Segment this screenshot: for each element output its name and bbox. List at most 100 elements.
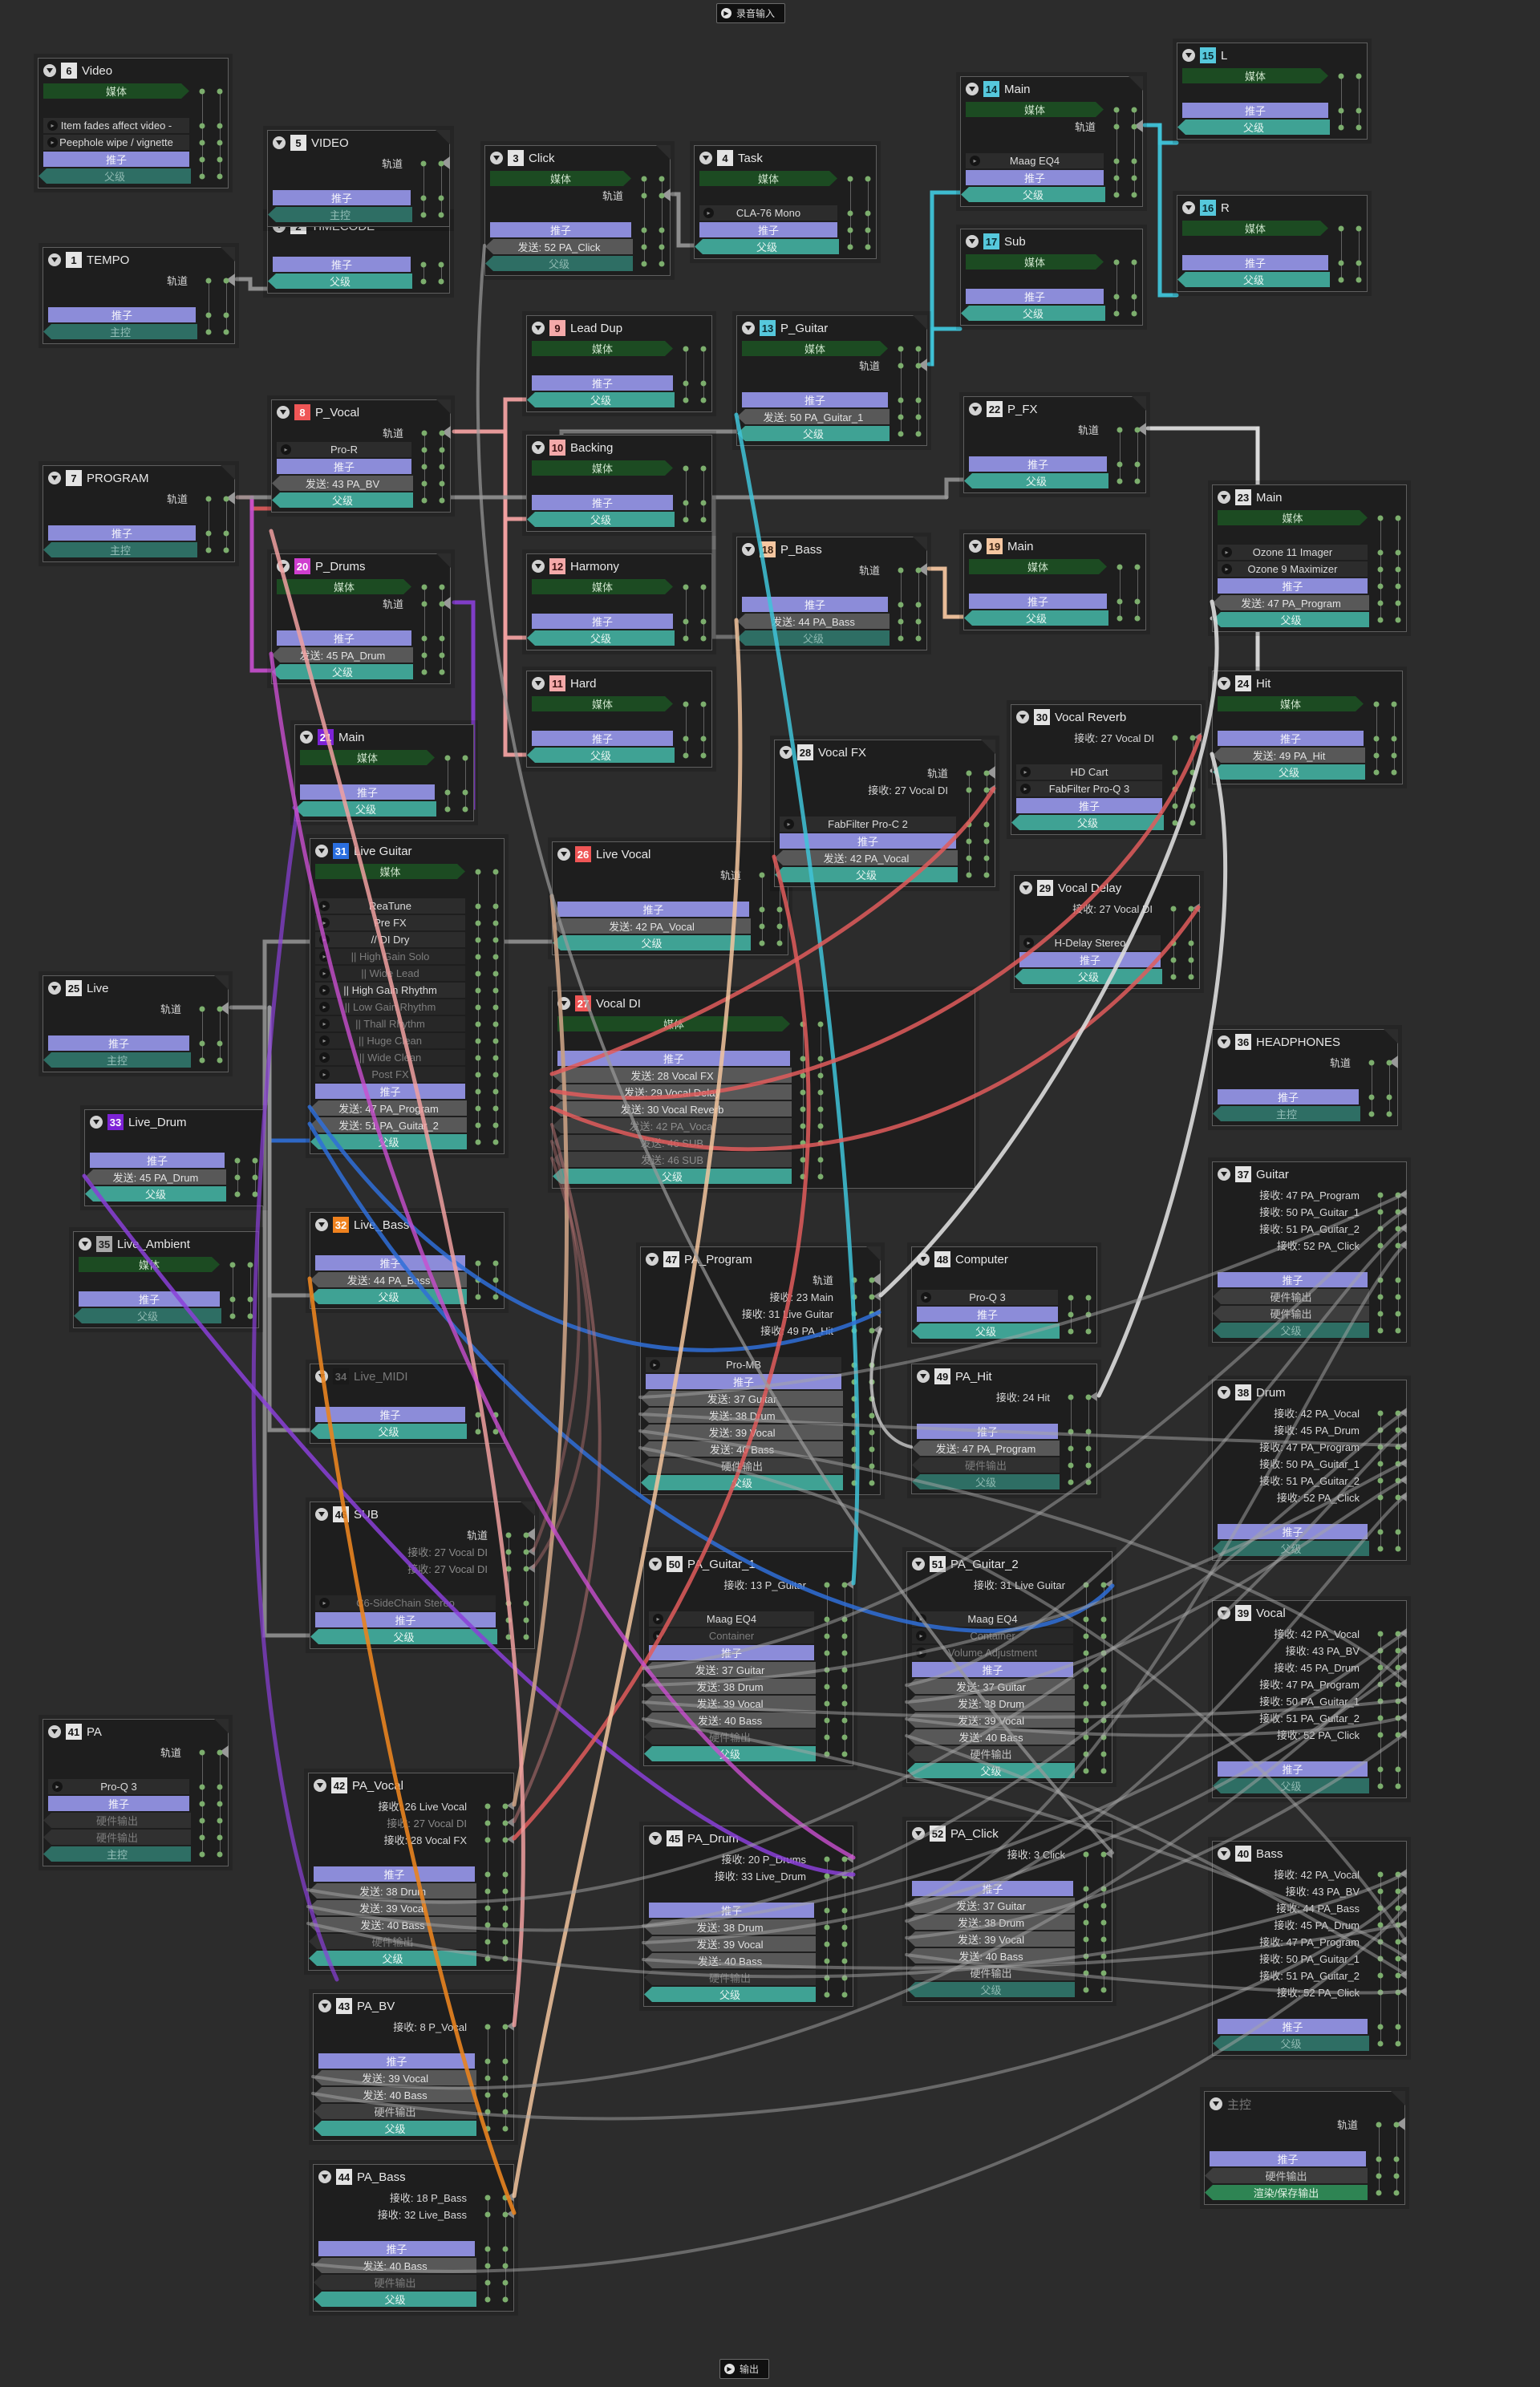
node-title-click-3[interactable]: 3 Click [485, 146, 670, 170]
patch-pin-dot[interactable] [1083, 1886, 1089, 1891]
track-node-pa-guitar1-50[interactable]: 50 PA_Guitar_1 接收: 13 P_Guitar Maag EQ4 ▸ Con… [643, 1551, 853, 1766]
patch-pin-dot[interactable] [492, 1277, 499, 1283]
patch-pin-dot[interactable] [1395, 1783, 1401, 1789]
patch-pin-dot[interactable] [205, 329, 212, 334]
row-parent[interactable]: 父级 [527, 748, 675, 763]
row-media[interactable]: 媒体 [966, 254, 1104, 270]
patch-pin-dot[interactable] [199, 140, 205, 145]
patch-pin-dot[interactable] [502, 1939, 509, 1944]
row-track-input[interactable]: 轨道 [858, 565, 880, 577]
row-parent[interactable]: 父级 [85, 1186, 226, 1202]
row-parent[interactable]: 父级 [907, 1763, 1075, 1778]
track-node-live-drum-33[interactable]: 33 Live_Drum 推子 发送: 45 PA_Drum 父级 [84, 1109, 264, 1206]
collapse-icon[interactable] [742, 322, 755, 334]
output-pill[interactable]: ▶ 输出 [719, 2359, 770, 2379]
collapse-icon[interactable] [48, 253, 61, 266]
collapse-icon[interactable] [557, 997, 570, 1010]
fx-power-icon[interactable]: ▸ [1222, 564, 1232, 574]
patch-pin-dot[interactable] [199, 123, 205, 128]
fx-item[interactable]: || High Gain Rhythm ▸ [315, 983, 465, 998]
patch-pin-dot[interactable] [1377, 1209, 1384, 1214]
patch-pin-dot[interactable] [1170, 957, 1177, 962]
patch-pin-dot[interactable] [683, 500, 689, 505]
patch-pin-dot[interactable] [1395, 1192, 1401, 1198]
patch-pin-dot[interactable] [1395, 1631, 1401, 1636]
patch-pin-dot[interactable] [475, 1122, 481, 1128]
patch-pin-dot[interactable] [421, 430, 428, 436]
patch-pin-dot[interactable] [484, 2126, 491, 2131]
row-send[interactable]: 发送: 38 Drum [309, 1883, 476, 1899]
patch-pin-dot[interactable] [1100, 1919, 1107, 1925]
patch-pin-dot[interactable] [841, 1650, 848, 1656]
row-track-input[interactable]: 轨道 [382, 428, 403, 440]
patch-pin-dot[interactable] [1356, 73, 1362, 79]
patch-pin-dot[interactable] [502, 2263, 509, 2268]
patch-pin-dot[interactable] [824, 1975, 830, 1980]
row-parent[interactable]: 父级 [1213, 1778, 1369, 1793]
fx-item[interactable]: Container ▸ [912, 1628, 1073, 1643]
patch-pin-dot[interactable] [983, 770, 990, 776]
patch-pin-dot[interactable] [502, 1888, 509, 1894]
fx-item[interactable]: Pro-Q 3 ▸ [917, 1290, 1058, 1305]
track-node-live-vocal-26[interactable]: 26 Live Vocal 轨道 推子 发送: 42 PA_Vocal 父级 [552, 841, 788, 955]
patch-pin-dot[interactable] [1085, 1328, 1092, 1334]
patch-pin-dot[interactable] [1134, 478, 1141, 484]
patch-pin-dot[interactable] [462, 806, 468, 812]
row-send[interactable]: 发送: 37 Guitar [641, 1391, 843, 1406]
row-parent[interactable]: 父级 [907, 1982, 1075, 1997]
row-hw[interactable]: 硬件输出 [907, 1746, 1075, 1761]
row-fader[interactable]: 推子 [314, 1866, 475, 1882]
patch-pin-dot[interactable] [505, 1600, 512, 1606]
patch-pin-dot[interactable] [915, 431, 922, 436]
collapse-icon[interactable] [1218, 1607, 1230, 1619]
row-media[interactable]: 媒体 [742, 341, 888, 356]
patch-pin-dot[interactable] [1395, 515, 1401, 521]
patch-pin-dot[interactable] [1395, 1242, 1401, 1248]
patch-pin-dot[interactable] [502, 2126, 509, 2131]
patch-pin-dot[interactable] [1189, 803, 1196, 808]
row-fader[interactable]: 推子 [780, 833, 956, 849]
patch-pin-dot[interactable] [475, 1055, 481, 1060]
fx-item[interactable]: Pro-R ▸ [277, 442, 411, 457]
node-title-pa-drum-45[interactable]: 45 PA_Drum [644, 1826, 853, 1850]
patch-pin-dot[interactable] [1100, 1633, 1107, 1639]
patch-pin-dot[interactable] [1376, 2156, 1382, 2162]
row-fader[interactable]: 推子 [48, 1035, 189, 1051]
patch-pin-dot[interactable] [1395, 1989, 1401, 1995]
collapse-icon[interactable] [315, 1370, 328, 1383]
record-input-pill[interactable]: ▶ 录音输入 [716, 3, 786, 23]
patch-pin-dot[interactable] [1172, 735, 1178, 740]
node-title-p-fx-22[interactable]: 22 P_FX [964, 397, 1145, 421]
patch-pin-dot[interactable] [851, 1379, 857, 1384]
patch-pin-dot[interactable] [824, 1856, 830, 1862]
patch-pin-dot[interactable] [869, 1362, 875, 1368]
patch-pin-dot[interactable] [1083, 1751, 1089, 1757]
patch-pin-dot[interactable] [865, 244, 871, 249]
patch-pin-dot[interactable] [1377, 2040, 1384, 2046]
node-title-p-vocal-8[interactable]: 8 P_Vocal [272, 400, 450, 424]
patch-pin-dot[interactable] [1377, 1664, 1384, 1670]
row-send[interactable]: 发送: 42 PA_Vocal [553, 1118, 792, 1133]
row-fader[interactable]: 推子 [315, 1255, 465, 1270]
patch-pin-dot[interactable] [683, 635, 689, 641]
track-node-pa-bv-43[interactable]: 43 PA_BV 接收: 8 P_Vocal 推子 发送: 39 Vocal 发送: 40… [313, 1993, 514, 2141]
patch-pin-dot[interactable] [641, 244, 647, 249]
fx-power-icon[interactable]: ▸ [319, 1035, 330, 1046]
collapse-icon[interactable] [532, 322, 545, 334]
row-receive[interactable]: 接收: 26 Live Vocal [378, 1801, 467, 1813]
patch-pin-dot[interactable] [421, 635, 428, 641]
patch-pin-dot[interactable] [983, 838, 990, 844]
row-send[interactable]: 发送: 37 Guitar [907, 1898, 1075, 1913]
node-title-live-bass-32[interactable]: 32 Live_Bass [310, 1213, 504, 1237]
row-send[interactable]: 发送: 45 PA_Drum [272, 647, 413, 663]
patch-pin-dot[interactable] [1083, 1633, 1089, 1639]
patch-pin-dot[interactable] [1113, 294, 1120, 299]
patch-pin-dot[interactable] [234, 1157, 241, 1163]
patch-pin-dot[interactable] [824, 1616, 830, 1622]
row-receive[interactable]: 接收: 44 PA_Bass [1276, 1903, 1360, 1915]
node-title-vocal-delay-29[interactable]: 29 Vocal Delay [1015, 876, 1199, 900]
patch-pin-dot[interactable] [683, 701, 689, 707]
patch-pin-dot[interactable] [1338, 225, 1344, 231]
patch-pin-dot[interactable] [199, 1040, 205, 1046]
row-send[interactable]: 发送: 47 PA_Program [912, 1441, 1060, 1456]
